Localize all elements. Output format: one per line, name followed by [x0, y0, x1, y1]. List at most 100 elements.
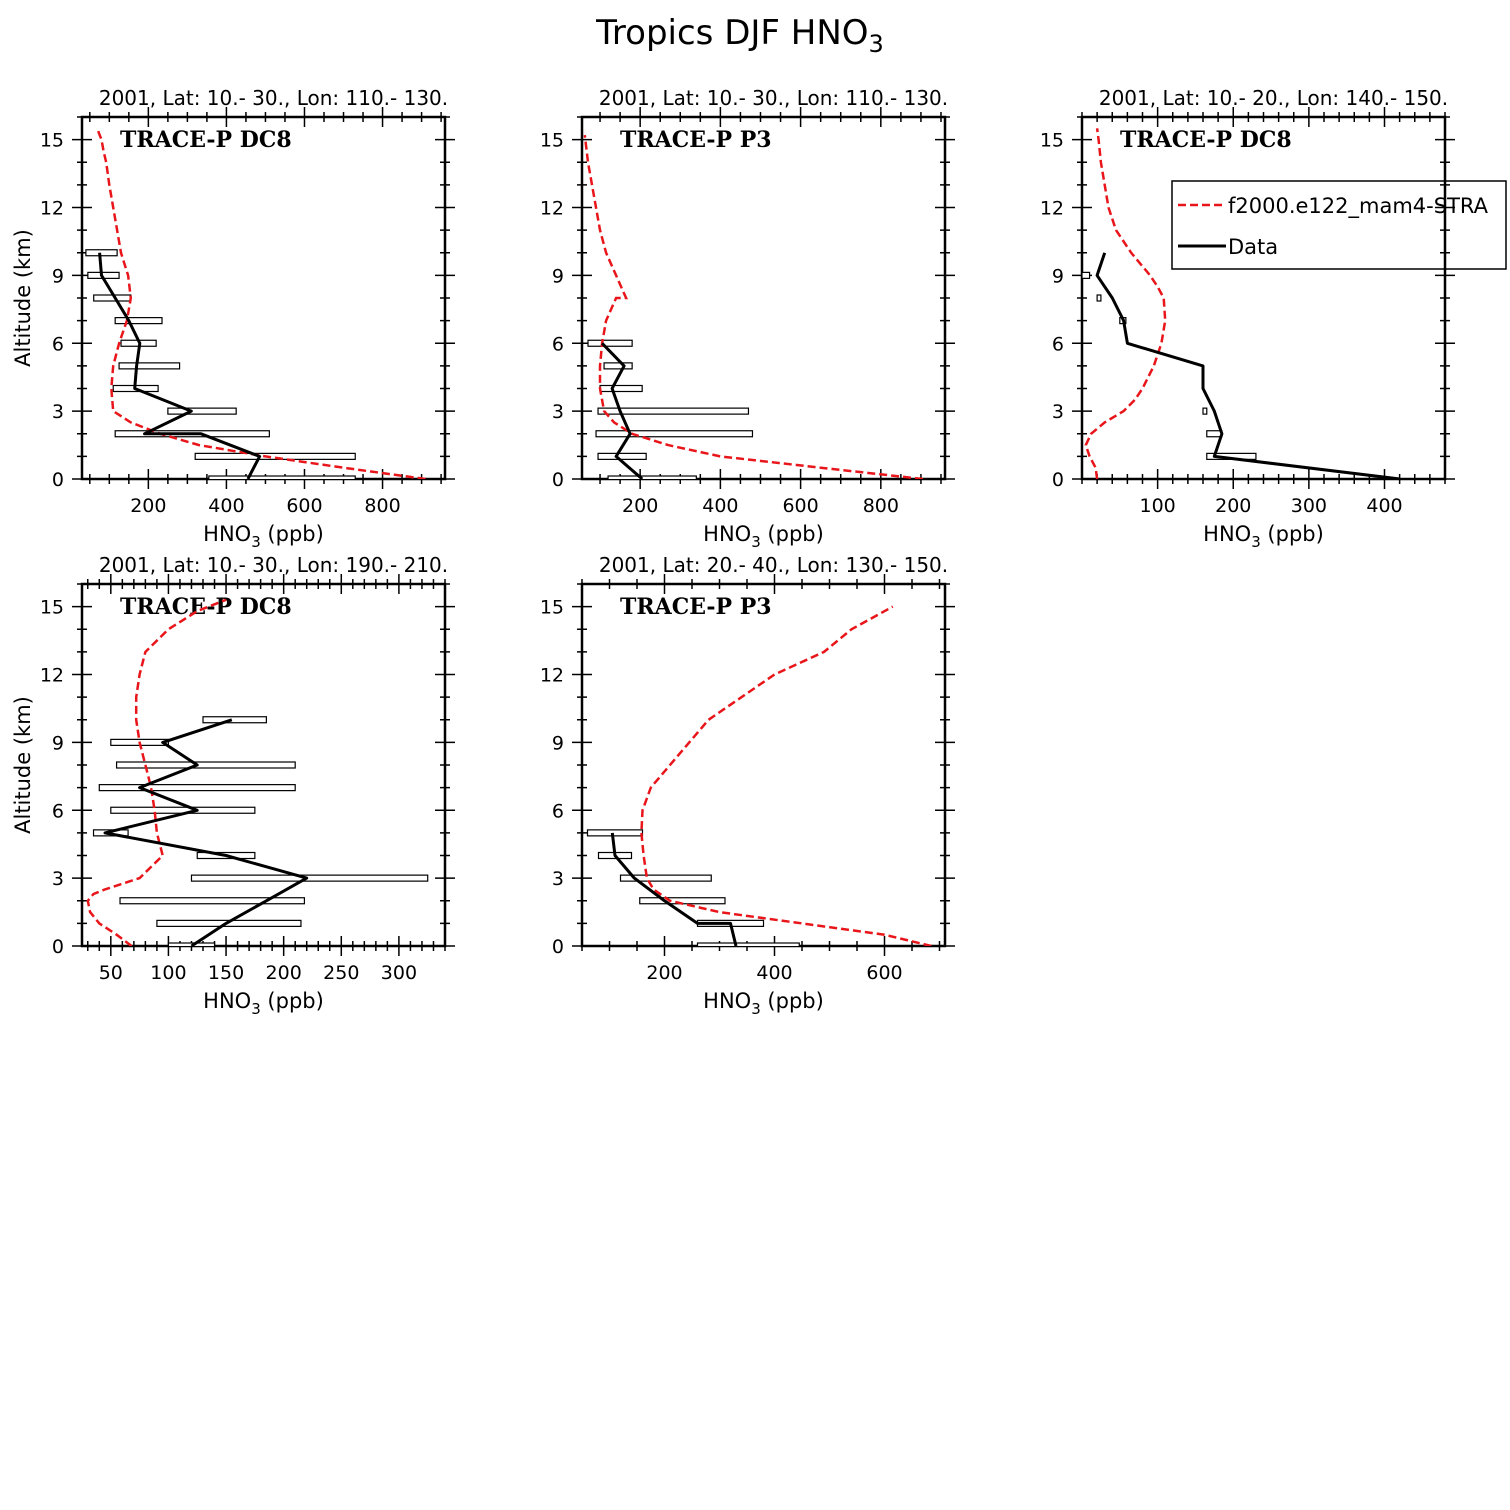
plot-area: [1082, 128, 1400, 479]
x-axis-label-subscript: 3: [1251, 533, 1261, 551]
x-tick-label: 150: [208, 962, 244, 984]
y-tick-label: 6: [1052, 333, 1064, 355]
y-axis-label: Altitude (km): [11, 696, 35, 834]
x-tick-label: 400: [702, 495, 738, 517]
x-tick-label: 400: [208, 495, 244, 517]
chart-panel-3: 2001, Lat: 10.- 20., Lon: 140.- 150. 0 3 6 9…: [1040, 86, 1455, 551]
y-tick-label: 15: [40, 597, 64, 619]
x-tick-label: 200: [646, 962, 682, 984]
x-axis-label-main: HNO: [703, 522, 751, 546]
chart-frame: [580, 115, 947, 481]
x-axis-label-subscript: 3: [751, 1000, 761, 1018]
x-tick-label: 300: [1291, 495, 1327, 517]
chart-subtitle: 2001, Lat: 10.- 20., Lon: 140.- 150.: [1099, 86, 1448, 110]
x-axis-label-unit: (ppb): [1261, 522, 1324, 546]
chart-panel-5: 2001, Lat: 20.- 40., Lon: 130.- 150. 0 3 6 9…: [540, 553, 955, 1018]
y-tick-label: 6: [52, 333, 64, 355]
legend-model-label: f2000.e122_mam4-STRA: [1228, 194, 1489, 219]
range-bar: [118, 362, 181, 370]
legend-data-label: Data: [1228, 235, 1278, 259]
campaign-label: TRACE-P P3: [620, 594, 772, 620]
x-axis-label-unit: (ppb): [261, 989, 324, 1013]
range-bar: [603, 362, 633, 370]
chart-frame: [580, 582, 947, 948]
chart-subtitle: 2001, Lat: 10.- 30., Lon: 190.- 210.: [99, 553, 448, 577]
x-axis-label-unit: (ppb): [761, 989, 824, 1013]
x-tick-label: 300: [381, 962, 417, 984]
legend-box: [1171, 180, 1507, 270]
y-tick-label: 3: [1052, 401, 1064, 423]
y-tick-label: 3: [52, 401, 64, 423]
y-tick-label: 9: [552, 732, 564, 754]
x-axis-label-subscript: 3: [251, 1000, 261, 1018]
range-bar: [597, 407, 750, 415]
model-profile-line: [583, 134, 924, 479]
range-bar: [85, 249, 118, 257]
range-bar: [597, 452, 647, 460]
data-profile-line: [601, 342, 644, 479]
data-profile-line: [98, 252, 262, 479]
x-axis-label-main: HNO: [203, 522, 251, 546]
y-tick-label: 0: [552, 936, 564, 958]
y-tick-label: 0: [1052, 469, 1064, 491]
x-axis-label-main: HNO: [203, 989, 251, 1013]
y-tick-label: 9: [1052, 265, 1064, 287]
x-axis-label: HNO3 (ppb): [1203, 522, 1324, 551]
y-tick-label: 12: [540, 198, 564, 220]
data-profile-line: [1095, 252, 1400, 479]
chart-frame: [1080, 115, 1447, 481]
range-bar: [1096, 294, 1102, 302]
y-axis-label: Altitude (km): [11, 229, 35, 367]
x-tick-label: 800: [364, 495, 400, 517]
range-bar: [202, 716, 267, 724]
chart-panel-4: 2001, Lat: 10.- 30., Lon: 190.- 210. 0 3 6 9…: [11, 553, 455, 1018]
range-bar: [119, 897, 306, 905]
chart-panel-2: 2001, Lat: 10.- 30., Lon: 110.- 130. 0 3 6 9…: [540, 86, 955, 551]
x-tick-label: 100: [1139, 495, 1175, 517]
x-tick-label: 200: [130, 495, 166, 517]
data-profile-line: [610, 832, 738, 946]
x-tick-label: 400: [1366, 495, 1402, 517]
x-axis-label: HNO3 (ppb): [703, 522, 824, 551]
x-axis-label: HNO3 (ppb): [703, 989, 824, 1018]
y-tick-label: 9: [52, 265, 64, 287]
y-tick-label: 6: [52, 800, 64, 822]
x-axis-label-main: HNO: [703, 989, 751, 1013]
y-tick-label: 12: [40, 198, 64, 220]
range-bar: [586, 829, 644, 837]
range-bar: [167, 407, 237, 415]
x-tick-label: 200: [266, 962, 302, 984]
y-tick-label: 12: [40, 665, 64, 687]
range-bar: [208, 475, 356, 479]
range-bar: [1082, 271, 1091, 279]
y-tick-label: 3: [552, 868, 564, 890]
model-profile-line: [640, 605, 932, 946]
y-tick-label: 12: [540, 665, 564, 687]
plot-area: [583, 134, 924, 479]
x-tick-label: 200: [622, 495, 658, 517]
range-bar: [595, 430, 754, 438]
x-axis-label-unit: (ppb): [761, 522, 824, 546]
x-tick-label: 50: [99, 962, 123, 984]
range-bar: [114, 317, 163, 325]
x-axis-label-main: HNO: [1203, 522, 1251, 546]
chart-subtitle: 2001, Lat: 10.- 30., Lon: 110.- 130.: [599, 86, 948, 110]
plot-area: [86, 598, 429, 946]
data-profile-line: [103, 718, 309, 946]
y-tick-label: 15: [540, 597, 564, 619]
range-bar: [190, 874, 429, 882]
x-tick-label: 250: [323, 962, 359, 984]
x-tick-label: 400: [756, 962, 792, 984]
campaign-label: TRACE-P DC8: [120, 127, 292, 153]
x-axis-label-subscript: 3: [751, 533, 761, 551]
plot-area: [586, 605, 932, 946]
model-profile-line: [1084, 128, 1167, 479]
y-tick-label: 9: [552, 265, 564, 287]
y-tick-label: 9: [52, 732, 64, 754]
x-tick-label: 100: [150, 962, 186, 984]
x-tick-label: 200: [1215, 495, 1251, 517]
x-axis-label-unit: (ppb): [261, 522, 324, 546]
y-tick-label: 6: [552, 333, 564, 355]
x-tick-label: 600: [286, 495, 322, 517]
